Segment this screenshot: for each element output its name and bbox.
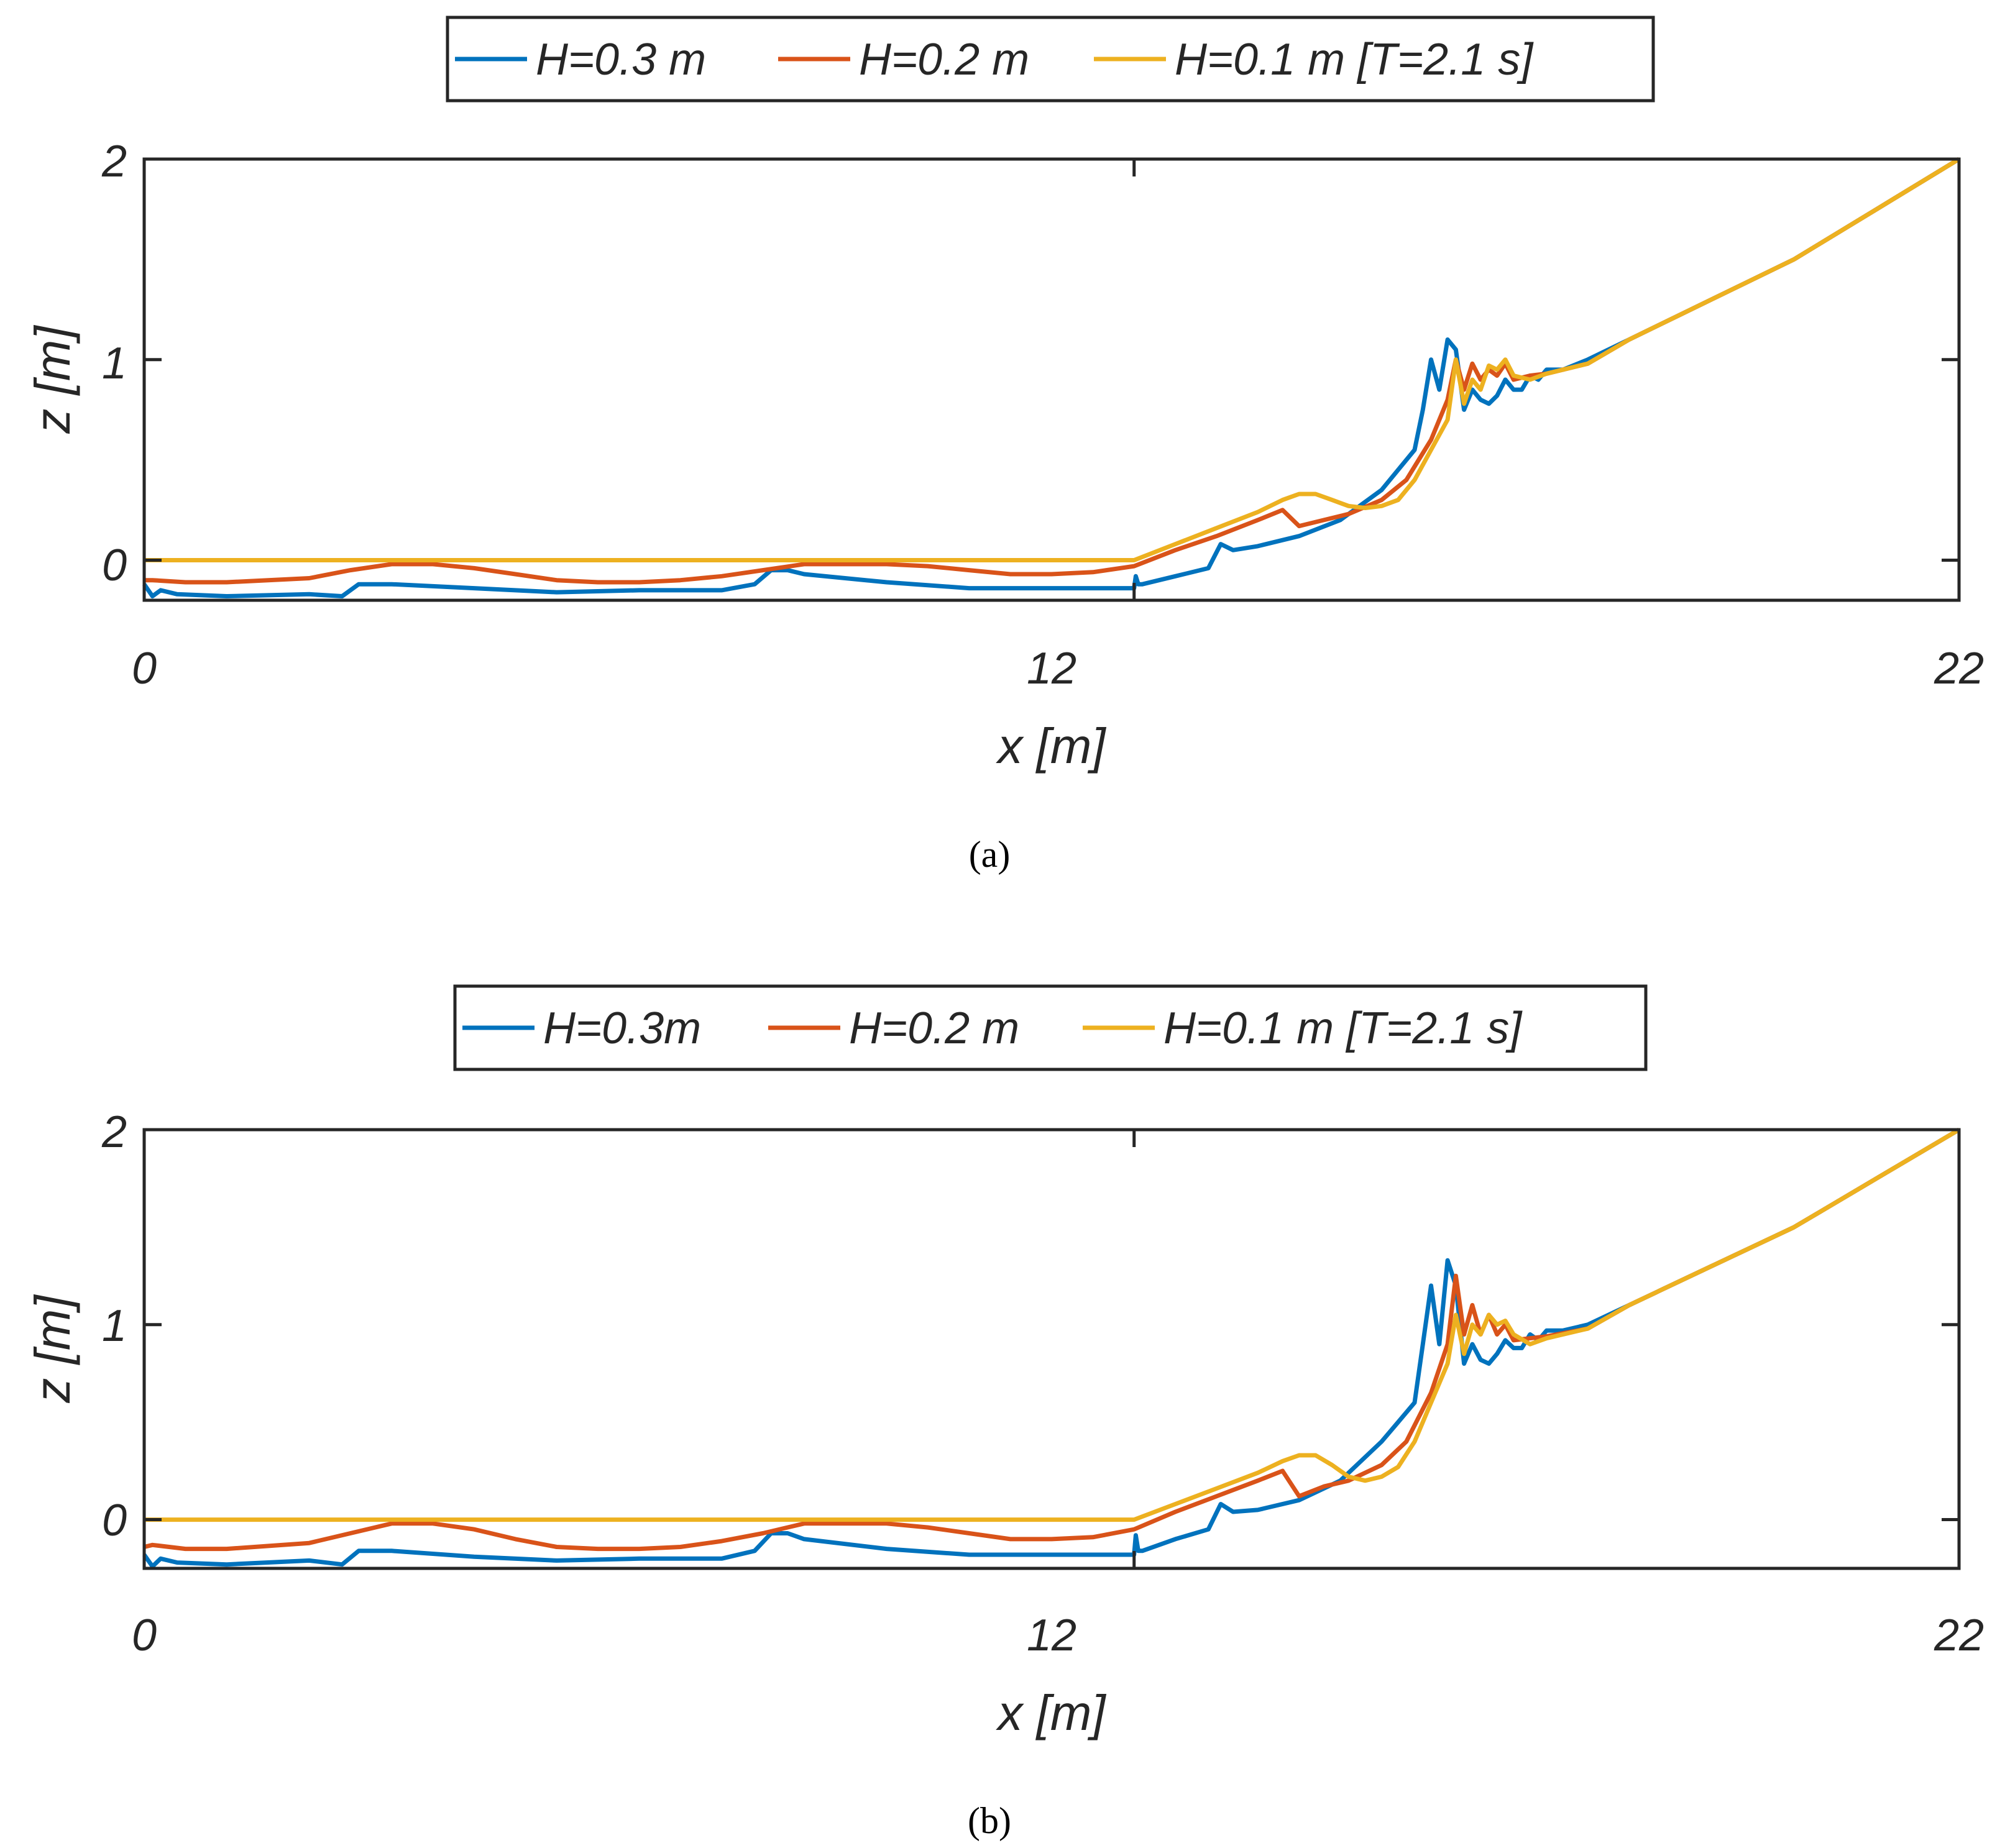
ytick-label-b-1: 1 bbox=[102, 1301, 127, 1351]
axes-box-a bbox=[142, 157, 1961, 602]
ticks-b bbox=[142, 1128, 1961, 1568]
xlabel-b: x [m] bbox=[995, 1685, 1106, 1741]
legend-a: H=0.3 m H=0.2 m H=0.1 m [T=2.1 s] bbox=[446, 16, 1655, 103]
xtick-label-b-0: 0 bbox=[132, 1611, 157, 1660]
ytick-label-a-2: 2 bbox=[101, 137, 127, 186]
legend-a-box bbox=[446, 16, 1655, 103]
ticks-a bbox=[142, 157, 1961, 600]
xtick-label-b-2: 22 bbox=[1934, 1611, 1984, 1660]
caption-b: (b) bbox=[968, 1800, 1011, 1841]
legend-a-label-2: H=0.2 m bbox=[859, 35, 1029, 85]
legend-b: H=0.3m H=0.2 m H=0.1 m [T=2.1 s] bbox=[453, 984, 1648, 1071]
legend-a-label-1: H=0.3 m bbox=[536, 35, 706, 85]
ytick-label-a-0: 0 bbox=[102, 541, 127, 590]
ylabel-b: z [m] bbox=[25, 1294, 80, 1404]
legend-b-label-2: H=0.2 m bbox=[849, 1004, 1019, 1053]
legend-b-box bbox=[453, 984, 1648, 1071]
ytick-label-b-2: 2 bbox=[101, 1107, 127, 1157]
xtick-label-b-1: 12 bbox=[1027, 1611, 1076, 1660]
panel-a: H=0.3 m H=0.2 m H=0.1 m [T=2.1 s] bbox=[25, 16, 1984, 875]
xtick-label-a-0: 0 bbox=[132, 644, 157, 693]
legend-b-label-1: H=0.3m bbox=[543, 1004, 701, 1053]
ytick-label-a-1: 1 bbox=[102, 339, 127, 388]
xtick-label-a-1: 12 bbox=[1027, 644, 1076, 693]
ylabel-a: z [m] bbox=[25, 325, 80, 434]
series-group-b bbox=[142, 1127, 1960, 1569]
series-line-a-3 bbox=[144, 157, 1960, 562]
panel-b: H=0.3m H=0.2 m H=0.1 m [T=2.1 s] bbox=[25, 984, 1984, 1841]
legend-a-label-3: H=0.1 m [T=2.1 s] bbox=[1175, 35, 1534, 85]
caption-a: (a) bbox=[969, 834, 1011, 875]
axes-box-b bbox=[142, 1128, 1961, 1570]
series-group-a bbox=[142, 157, 1960, 598]
legend-b-label-3: H=0.1 m [T=2.1 s] bbox=[1163, 1004, 1523, 1053]
ytick-label-b-0: 0 bbox=[102, 1496, 127, 1545]
xlabel-a: x [m] bbox=[995, 718, 1106, 774]
series-line-b-2 bbox=[144, 1127, 1960, 1552]
series-line-b-3 bbox=[144, 1127, 1960, 1522]
xtick-label-a-2: 22 bbox=[1934, 644, 1984, 693]
